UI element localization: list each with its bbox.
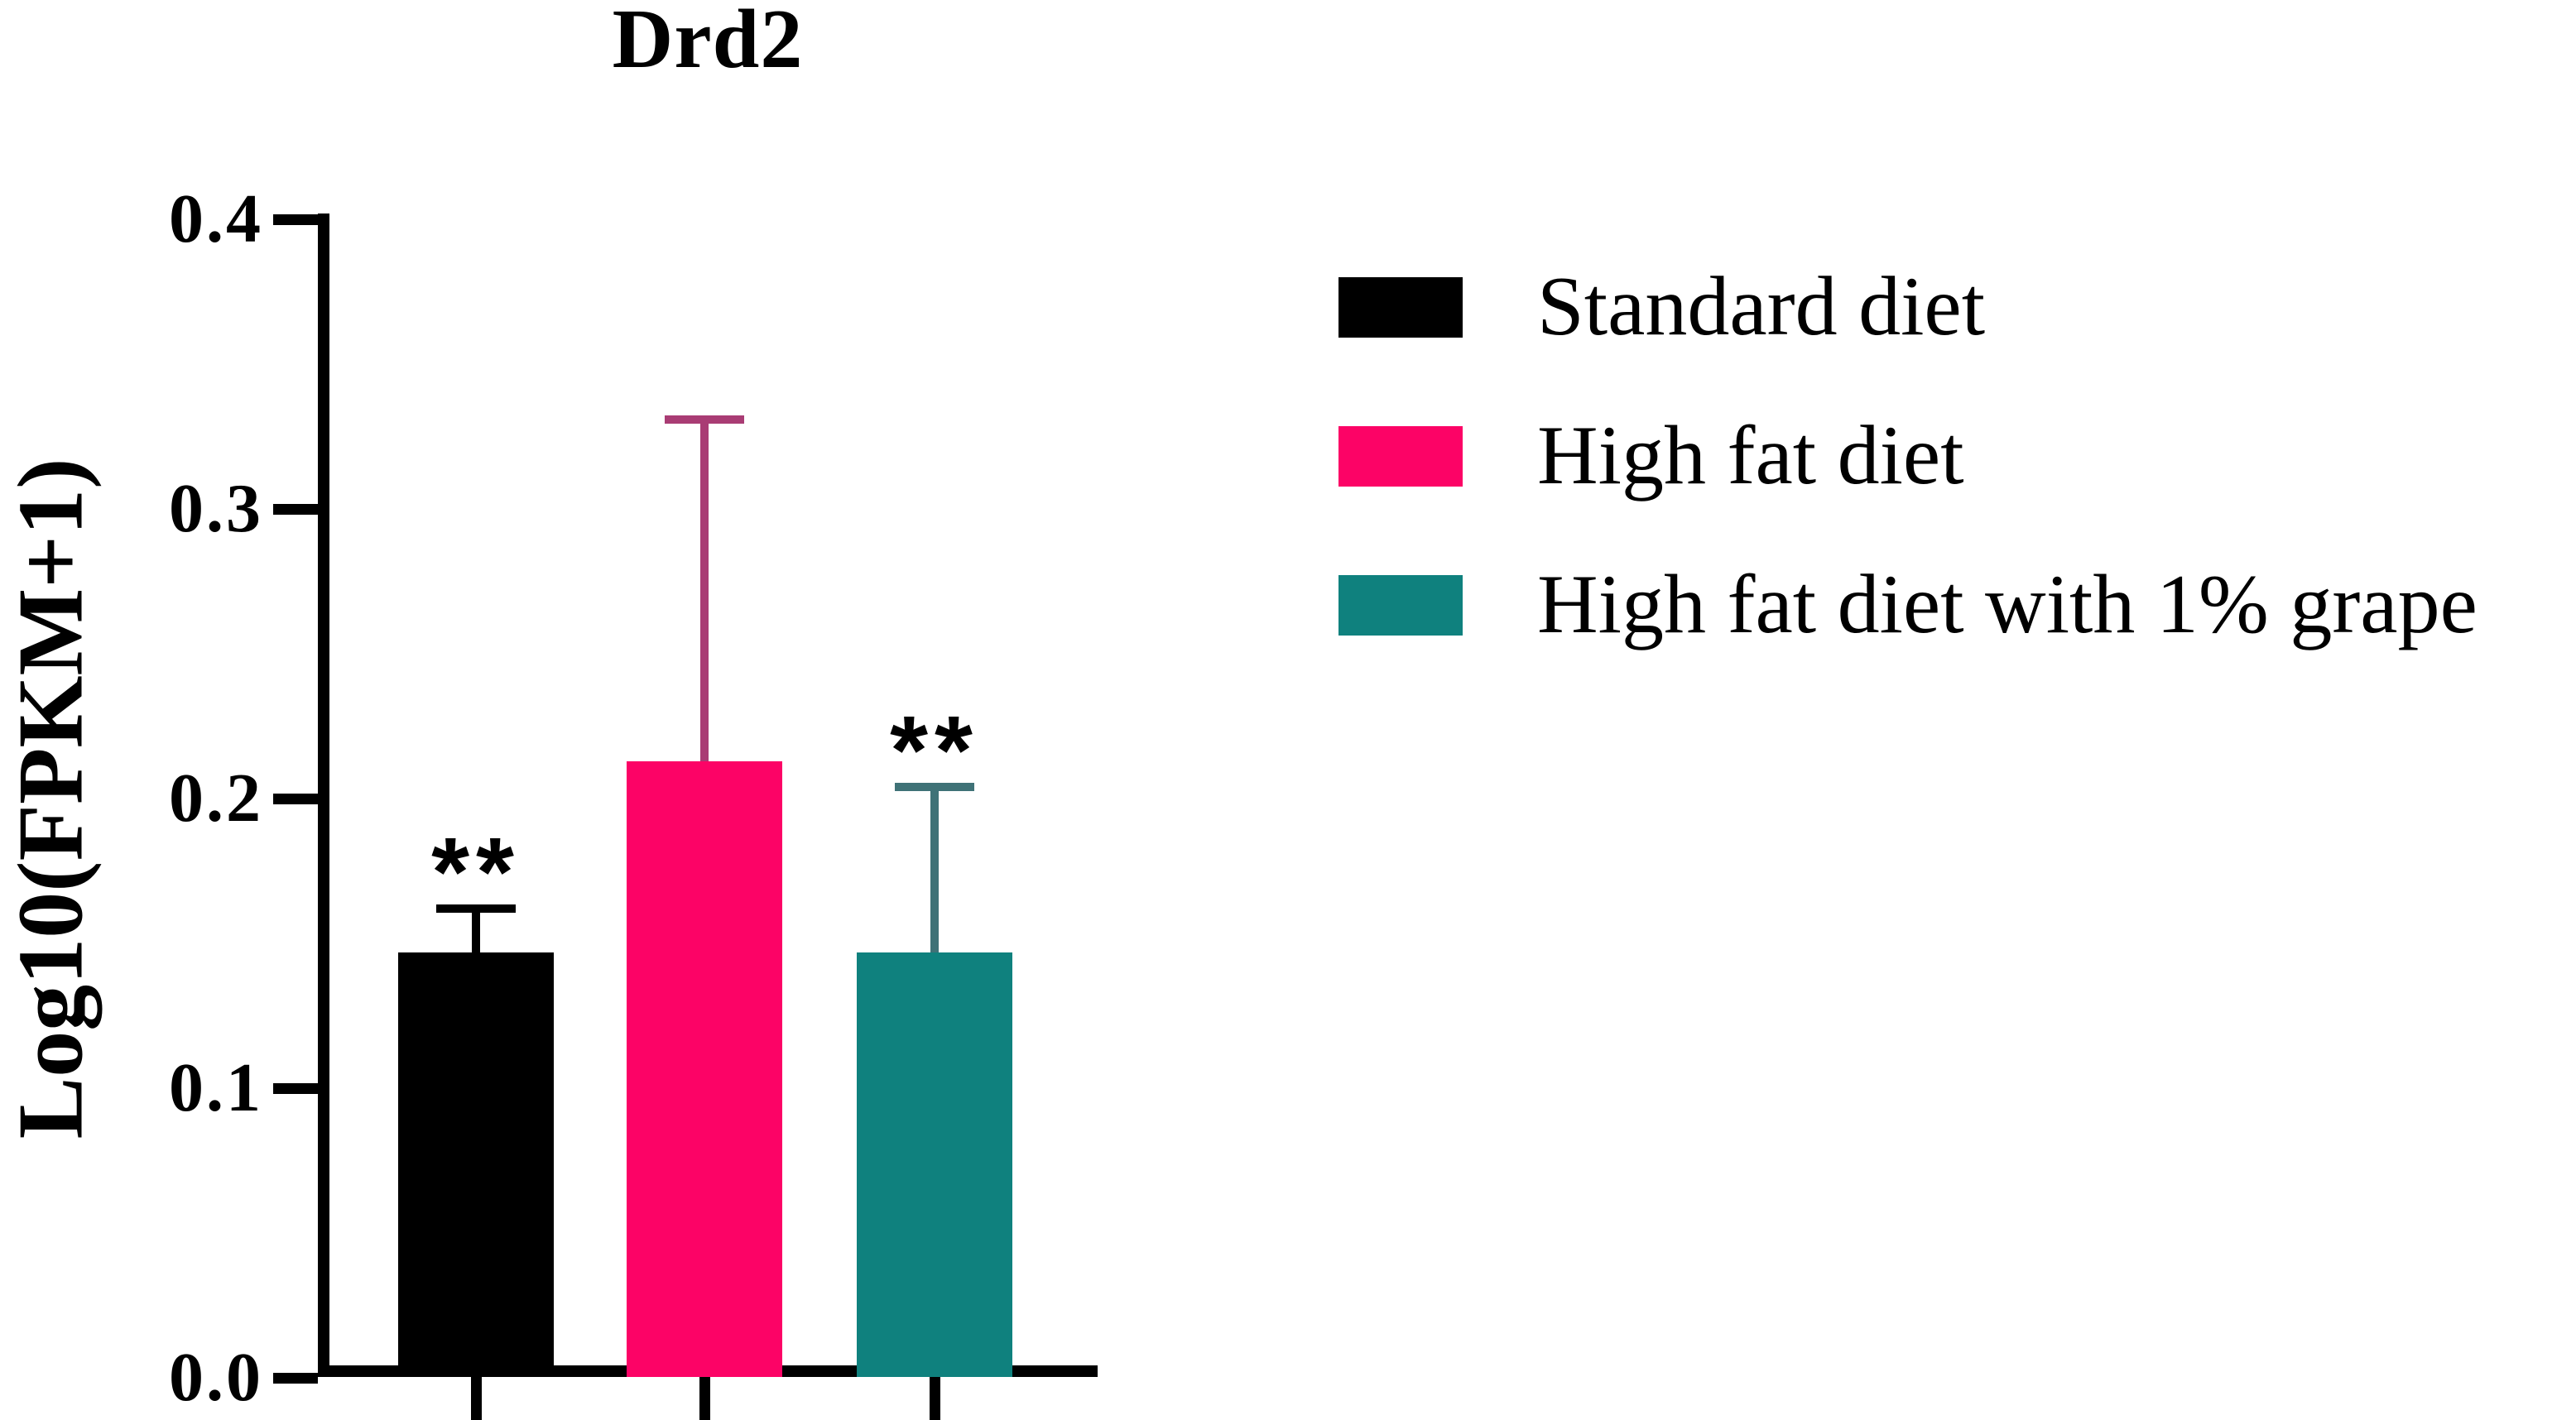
chart-title: Drd2 (612, 0, 804, 86)
bar-high-fat-diet-with-1-grape (857, 952, 1012, 1377)
error-bar-cap (665, 415, 744, 424)
legend-swatch (1338, 426, 1463, 487)
legend-label: High fat diet (1537, 409, 1964, 502)
y-tick-label: 0.4 (169, 180, 263, 257)
y-tick-label: 0.0 (169, 1339, 263, 1416)
significance-marker: ** (431, 818, 521, 927)
legend-label: High fat diet with 1% grape (1537, 558, 2477, 651)
y-tick-label: 0.1 (169, 1049, 263, 1126)
x-tick-mark (699, 1377, 710, 1420)
y-tick-mark (273, 214, 318, 225)
legend-swatch (1338, 575, 1463, 636)
error-bar-cap (436, 904, 516, 913)
legend-swatch (1338, 277, 1463, 338)
y-tick-label: 0.2 (169, 760, 263, 837)
y-tick-label: 0.3 (169, 470, 263, 547)
error-bar-stem (472, 909, 480, 956)
y-tick-mark (273, 504, 318, 515)
error-bar-cap (895, 783, 974, 791)
y-tick-mark (273, 794, 318, 804)
bar-standard-diet (398, 952, 554, 1377)
error-bar-stem (700, 420, 709, 765)
error-bar-stem (930, 787, 939, 956)
y-tick-mark (273, 1373, 318, 1384)
y-tick-mark (273, 1083, 318, 1094)
legend-label: Standard diet (1537, 260, 1986, 353)
significance-marker: ** (890, 696, 979, 805)
y-axis (318, 213, 329, 1377)
bar-high-fat-diet (627, 761, 782, 1377)
x-tick-mark (471, 1377, 482, 1420)
x-tick-mark (930, 1377, 940, 1420)
